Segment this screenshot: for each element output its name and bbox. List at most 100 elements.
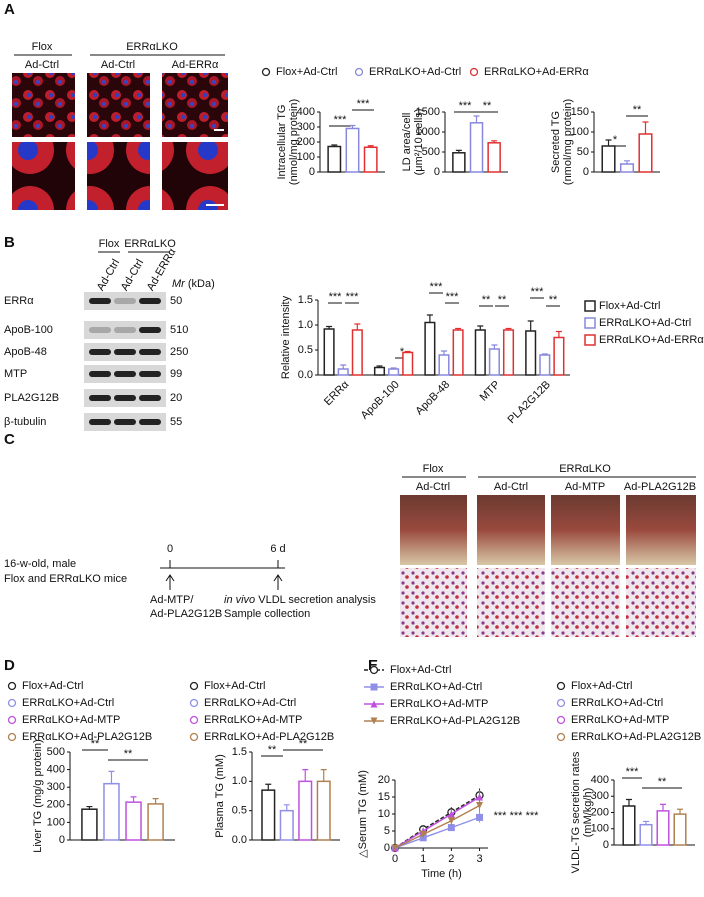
significance: ** <box>658 776 667 788</box>
marker <box>369 665 379 675</box>
y-tick-label: 100 <box>571 126 589 138</box>
marker <box>556 681 566 691</box>
y-tick-label: 0.0 <box>232 834 247 846</box>
legend-label: ERRαLKO+Ad-PLA2G12B <box>571 731 701 743</box>
marker <box>447 824 455 832</box>
mr-label: Mr (kDa) <box>172 278 215 290</box>
arrow <box>165 574 283 590</box>
legend-label: ERRαLKO+Ad-PLA2G12B <box>22 731 152 743</box>
y-tick-label: 0 <box>603 839 609 851</box>
error-bar <box>320 769 327 782</box>
y-tick-label: 300 <box>47 781 65 793</box>
bar <box>673 813 687 846</box>
bar <box>525 330 537 376</box>
micrograph <box>12 142 75 210</box>
bar <box>488 348 500 376</box>
significance: *** <box>526 810 540 822</box>
error-bar <box>283 804 290 811</box>
x-tick-label: 0 <box>392 853 398 865</box>
micrograph <box>162 142 228 210</box>
legend-label: Flox+Ad-Ctrl <box>599 300 660 312</box>
treatment-label: Ad-PLA2G12B <box>150 608 222 620</box>
bar <box>402 351 414 376</box>
error-bar <box>555 330 562 338</box>
y-tick-label: 20 <box>378 774 390 786</box>
y-tick-label: 0 <box>434 166 440 178</box>
significance: *** <box>446 291 460 303</box>
collection-label: Sample collection <box>224 608 310 620</box>
x-tick-label: MTP <box>478 379 503 404</box>
bar <box>327 145 342 173</box>
lane-label: Ad-Ctrl <box>119 257 147 293</box>
histology <box>477 568 545 637</box>
analysis: VLDL secretion analysis <box>258 594 376 606</box>
bar <box>452 152 466 173</box>
y-axis-label: Liver TG (mg/g protein) <box>32 739 44 853</box>
bar <box>337 368 349 376</box>
y-tick-label: 0 <box>384 842 390 854</box>
group-header: ERRαLKO <box>124 238 176 250</box>
error-bar <box>426 314 433 323</box>
legend-label: ERRαLKO+Ad-MTP <box>204 714 302 726</box>
significance: ** <box>483 100 492 112</box>
x-tick-label: ERRα <box>322 378 352 408</box>
protein-label: PLA2G12B <box>4 392 59 404</box>
column-header: Ad-ERRα <box>172 59 219 71</box>
bar <box>474 329 486 376</box>
error-bar <box>349 124 356 129</box>
y-tick-label: 100 <box>47 816 65 828</box>
error-bar <box>86 805 93 810</box>
bar <box>656 810 670 846</box>
y-tick-label: 100 <box>591 823 609 835</box>
y-tick-label: 1500 <box>416 106 440 118</box>
x-tick-label: 3 <box>476 853 482 865</box>
histology <box>400 568 467 637</box>
column-header: Ad-Ctrl <box>101 59 135 71</box>
column-header: Ad-Ctrl <box>25 59 59 71</box>
panel-label: D <box>4 657 15 674</box>
micrograph <box>87 73 150 137</box>
y-tick-label: 0.5 <box>298 344 313 356</box>
band <box>89 419 111 425</box>
significance: *** <box>531 286 545 298</box>
error-bar <box>473 115 480 123</box>
y-tick-label: 400 <box>297 106 315 118</box>
treatment-label: Ad-MTP/ <box>150 594 194 606</box>
marker <box>419 830 427 838</box>
bar <box>323 328 335 376</box>
bar <box>279 809 294 841</box>
legend-label: ERRαLKO+Ad-Ctrl <box>22 697 114 709</box>
error-bar <box>624 160 630 164</box>
kda-label: 250 <box>170 346 188 358</box>
group-header: Flox <box>32 41 53 53</box>
y-axis-label: Plasma TG (mM) <box>214 754 226 838</box>
kda-label: 50 <box>170 295 182 307</box>
group-header: Flox <box>99 238 120 250</box>
bar <box>103 782 120 841</box>
error-bar <box>642 820 649 825</box>
band <box>114 395 136 401</box>
y-axis-label: VLDL-TG secretion rates <box>570 751 582 873</box>
bar <box>345 127 360 173</box>
y-tick-label: 1.5 <box>298 294 313 306</box>
legend-label: Flox+Ad-Ctrl <box>390 664 451 676</box>
bar <box>619 163 635 173</box>
legend-swatch <box>584 300 596 312</box>
bar <box>553 336 565 376</box>
y-tick-label: 400 <box>591 774 609 786</box>
bar <box>487 142 501 173</box>
significance: ** <box>482 294 491 306</box>
error-bar <box>331 144 338 147</box>
series-line <box>394 816 480 849</box>
error-bar <box>491 344 498 349</box>
marker <box>7 698 17 708</box>
significance: ** <box>299 738 308 750</box>
marker <box>391 844 399 852</box>
y-tick-label: 0 <box>309 166 315 178</box>
error-bar <box>677 808 684 815</box>
legend-label: ERRαLKO+Ad-Ctrl <box>599 317 691 329</box>
band <box>89 395 111 401</box>
marker <box>476 813 484 821</box>
legend-label: ERRαLKO+Ad-Ctrl <box>369 66 461 78</box>
bar <box>261 789 276 841</box>
